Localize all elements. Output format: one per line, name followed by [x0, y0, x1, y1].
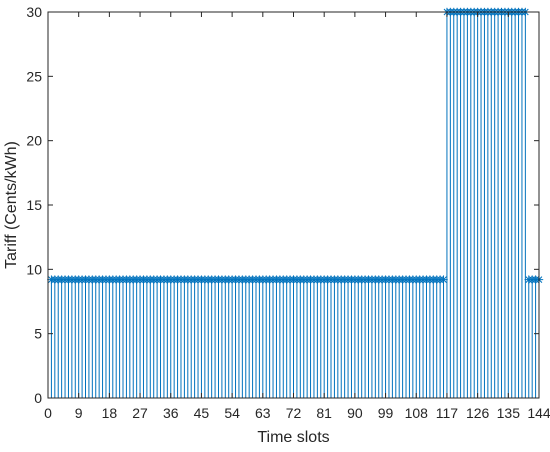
x-tick-label: 54: [224, 405, 240, 421]
x-tick-label: 27: [132, 405, 148, 421]
x-tick-label: 0: [44, 405, 52, 421]
x-tick-label: 99: [378, 405, 394, 421]
y-axis-label: Tariff (Cents/kWh): [3, 141, 20, 269]
y-tick-label: 0: [34, 390, 42, 406]
y-tick-label: 15: [26, 197, 42, 213]
x-tick-label: 9: [75, 405, 83, 421]
x-tick-label: 45: [194, 405, 210, 421]
x-tick-label: 135: [497, 405, 521, 421]
x-axis-label: Time slots: [257, 429, 329, 446]
stem-markers: [47, 7, 544, 284]
y-tick-label: 30: [26, 4, 42, 20]
x-tick-label: 18: [102, 405, 118, 421]
y-axis-ticks: 0 5 10 15 20 25 30: [26, 4, 539, 406]
x-tick-label: 117: [436, 405, 459, 421]
x-tick-label: 108: [405, 405, 429, 421]
y-tick-label: 10: [26, 261, 42, 277]
x-tick-label: 36: [163, 405, 179, 421]
x-tick-label: 126: [466, 405, 490, 421]
x-tick-label: 72: [286, 405, 302, 421]
y-tick-label: 5: [34, 326, 42, 342]
y-tick-label: 20: [26, 133, 42, 149]
x-tick-label: 63: [255, 405, 271, 421]
x-tick-label: 144: [527, 405, 550, 421]
x-tick-label: 81: [316, 405, 332, 421]
x-tick-label: 90: [347, 405, 363, 421]
stem-series: [50, 12, 540, 398]
y-tick-label: 25: [26, 68, 42, 84]
x-axis-ticks: 0 9 18 27 36 45 54 63 72 81 90 99 108 117 126 135 144: [44, 12, 550, 421]
stem-marker: [439, 275, 448, 284]
